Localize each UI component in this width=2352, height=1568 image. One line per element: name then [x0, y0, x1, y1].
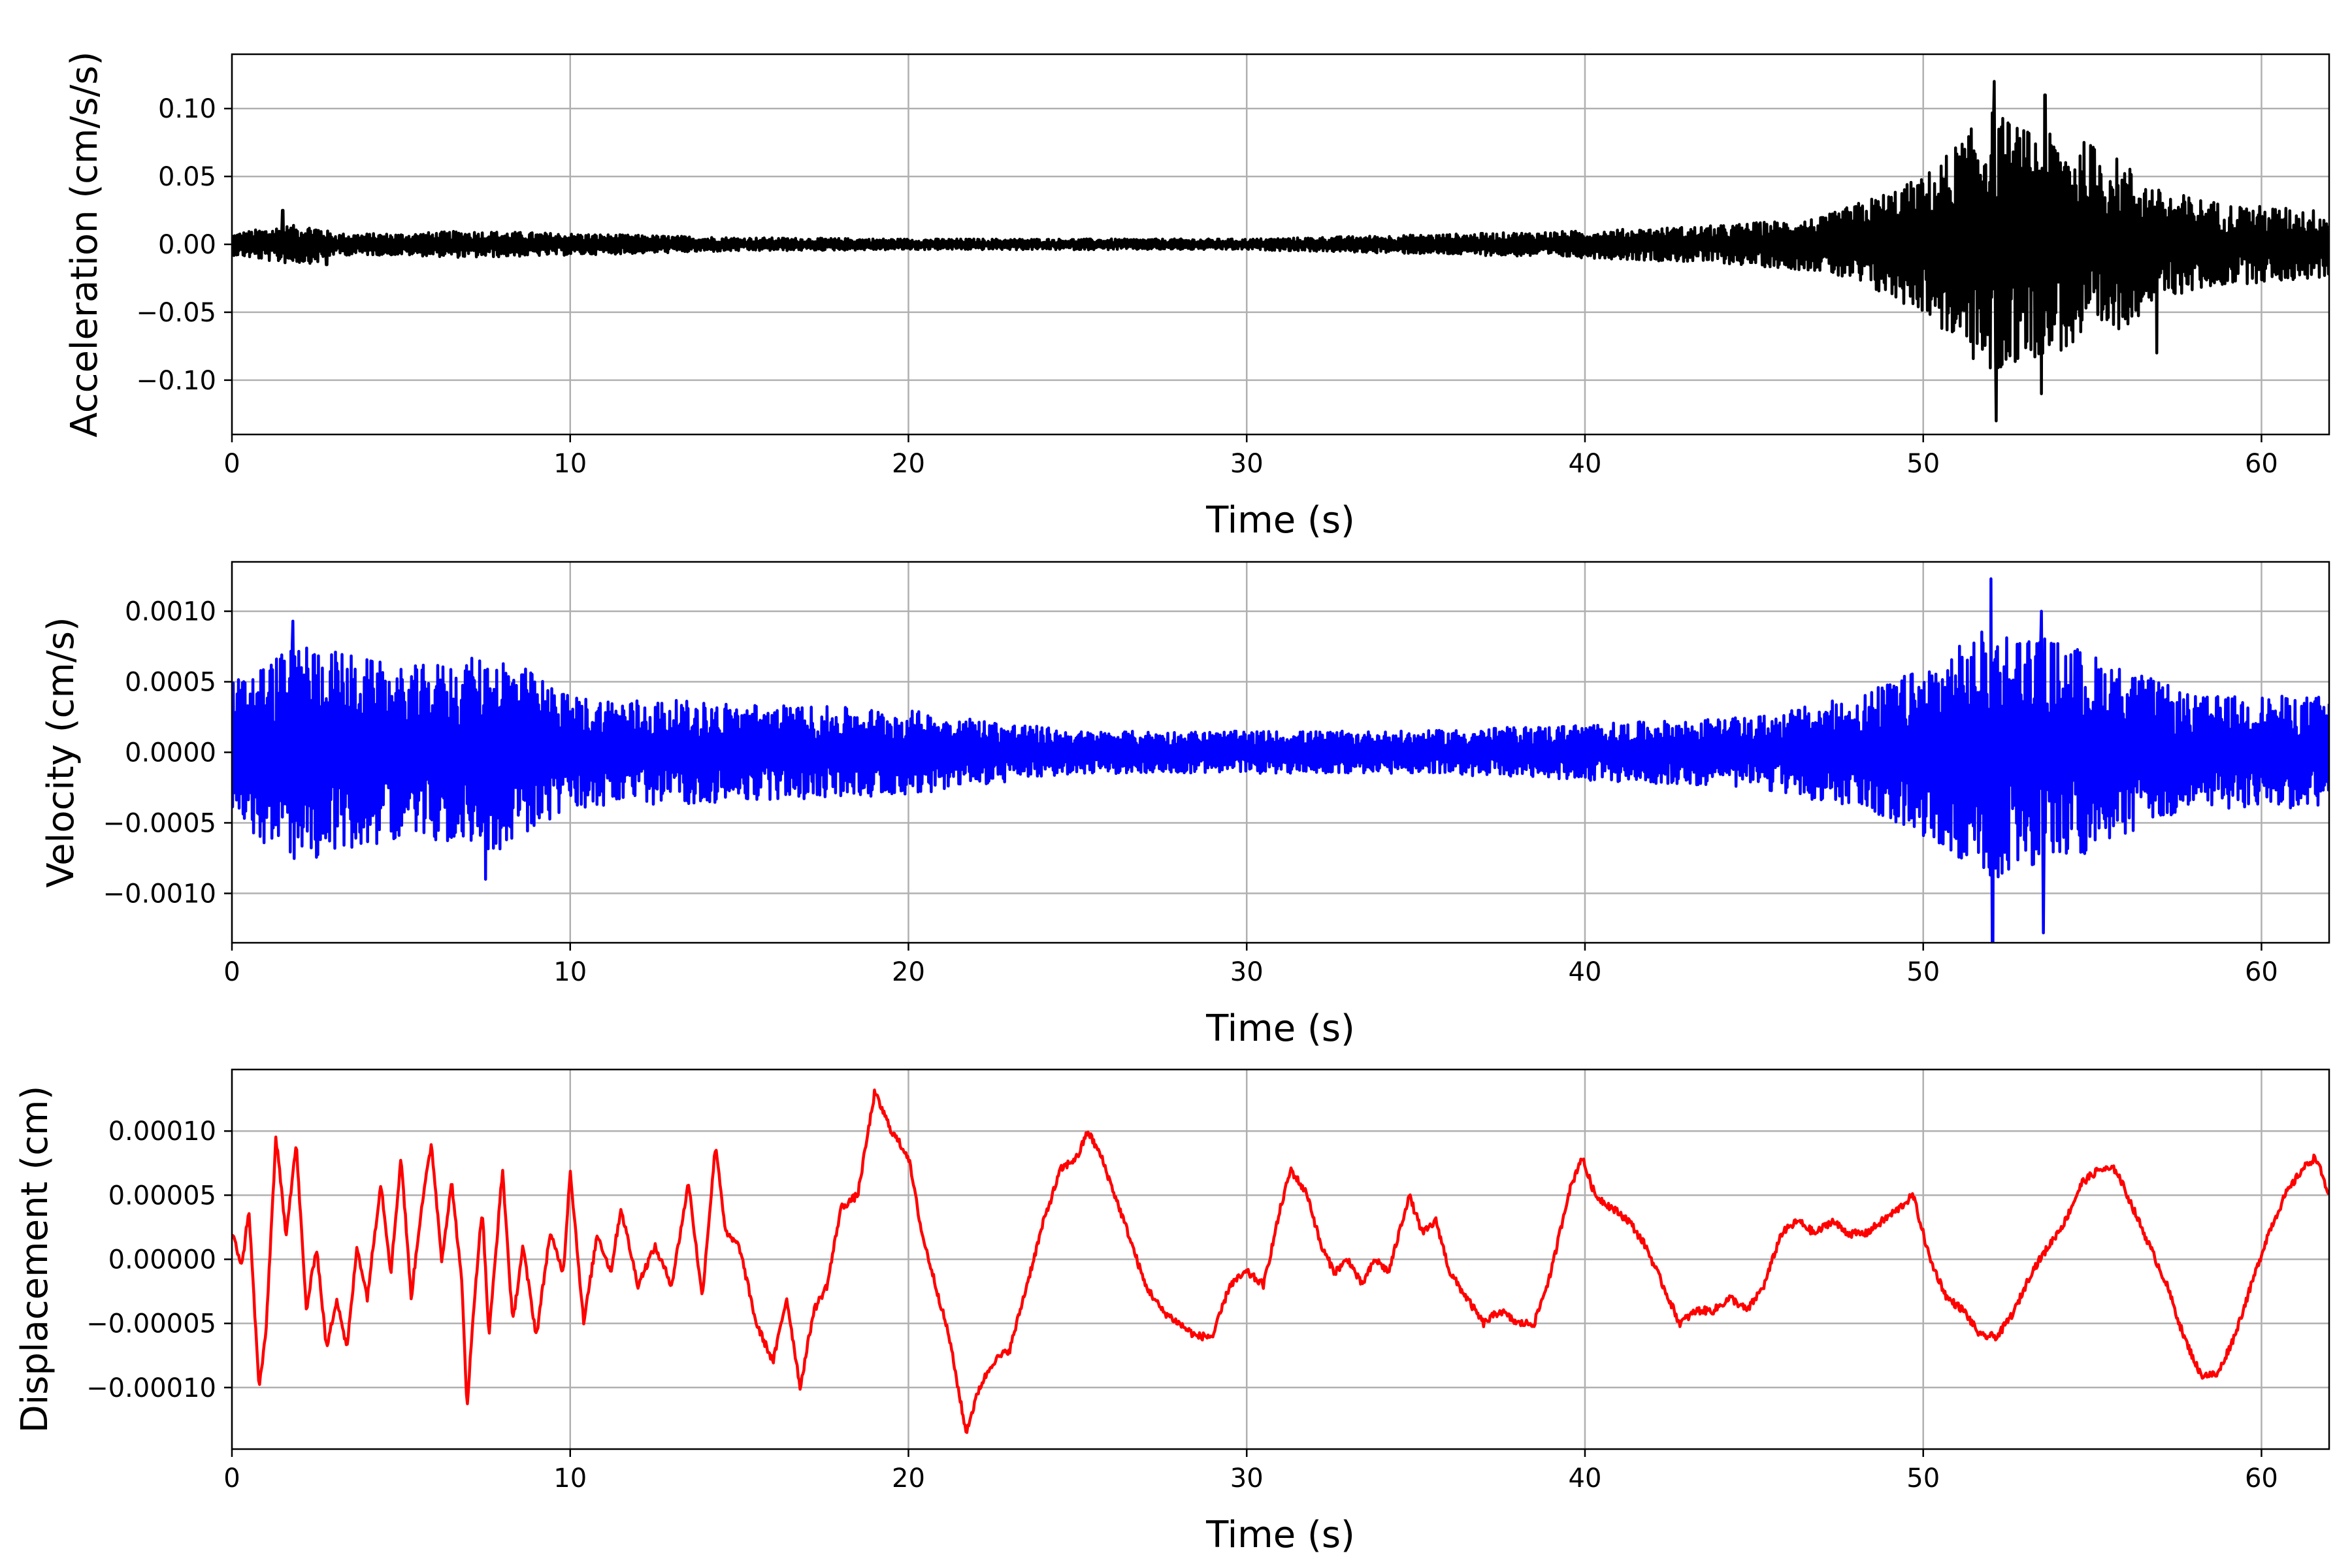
acceleration-x-tick-label: 0 [223, 449, 240, 479]
displacement-x-tick-label: 20 [892, 1463, 925, 1494]
velocity-x-tick-label: 60 [2245, 957, 2278, 987]
acceleration-y-tick-label: 0.10 [158, 94, 216, 124]
velocity-x-tick-label: 20 [892, 957, 925, 987]
displacement-y-tick-label: 0.00000 [108, 1245, 216, 1275]
displacement-y-axis-title: Displacement (cm) [14, 1086, 56, 1433]
velocity-y-tick-label: −0.0010 [103, 879, 216, 909]
velocity-y-tick-label: 0.0005 [125, 668, 216, 698]
velocity-x-tick-label: 50 [1906, 957, 1940, 987]
displacement-x-tick-label: 30 [1230, 1463, 1264, 1494]
displacement-x-tick-label: 10 [553, 1463, 587, 1494]
acceleration-x-tick-label: 40 [1569, 449, 1602, 479]
displacement-x-tick-label: 50 [1906, 1463, 1940, 1494]
displacement-y-tick-label: 0.00010 [108, 1117, 216, 1147]
acceleration-y-tick-label: −0.05 [136, 298, 216, 328]
displacement-x-tick-label: 40 [1569, 1463, 1602, 1494]
velocity-y-tick-label: 0.0000 [125, 738, 216, 768]
acceleration-x-tick-label: 10 [553, 449, 587, 479]
displacement-series-line [232, 1088, 2329, 1434]
acceleration-y-tick-label: 0.05 [158, 162, 216, 192]
acceleration-y-axis-title: Acceleration (cm/s/s) [63, 52, 106, 438]
velocity-x-axis-title: Time (s) [1205, 1007, 1355, 1050]
acceleration-y-tick-label: 0.00 [158, 230, 216, 260]
displacement-y-tick-label: −0.00010 [86, 1373, 216, 1403]
velocity-y-tick-label: −0.0005 [103, 808, 216, 838]
displacement-x-tick-label: 60 [2245, 1463, 2278, 1494]
velocity-x-tick-label: 10 [553, 957, 587, 987]
acceleration-x-tick-label: 30 [1230, 449, 1264, 479]
velocity-series-line [232, 577, 2329, 943]
acceleration-panel: 0 10 20 30 40 50 60 −0.10 −0.05 0.00 0.05 0.10 Time … [63, 52, 2330, 542]
displacement-panel: 0 10 20 30 40 50 60 −0.00010 −0.00005 0.00000 0.00… [14, 1068, 2330, 1556]
acceleration-series-line [232, 80, 2329, 423]
displacement-x-tick-label: 0 [223, 1463, 240, 1494]
displacement-y-tick-label: 0.00005 [108, 1181, 216, 1211]
displacement-x-axis-title: Time (s) [1205, 1514, 1355, 1556]
displacement-y-tick-label: −0.00005 [86, 1309, 216, 1339]
velocity-x-tick-label: 40 [1569, 957, 1602, 987]
velocity-x-tick-label: 30 [1230, 957, 1264, 987]
acceleration-x-axis-title: Time (s) [1205, 499, 1355, 542]
acceleration-x-tick-label: 60 [2245, 449, 2278, 479]
acceleration-x-tick-label: 50 [1906, 449, 1940, 479]
acceleration-y-tick-label: −0.10 [136, 366, 216, 396]
velocity-y-tick-label: 0.0010 [125, 597, 216, 627]
velocity-x-tick-label: 0 [223, 957, 240, 987]
velocity-y-axis-title: Velocity (cm/s) [40, 617, 82, 888]
velocity-panel: 0 10 20 30 40 50 60 −0.0010 −0.0005 0.0000 0.0005 0… [40, 561, 2330, 1050]
acceleration-x-tick-label: 20 [892, 449, 925, 479]
